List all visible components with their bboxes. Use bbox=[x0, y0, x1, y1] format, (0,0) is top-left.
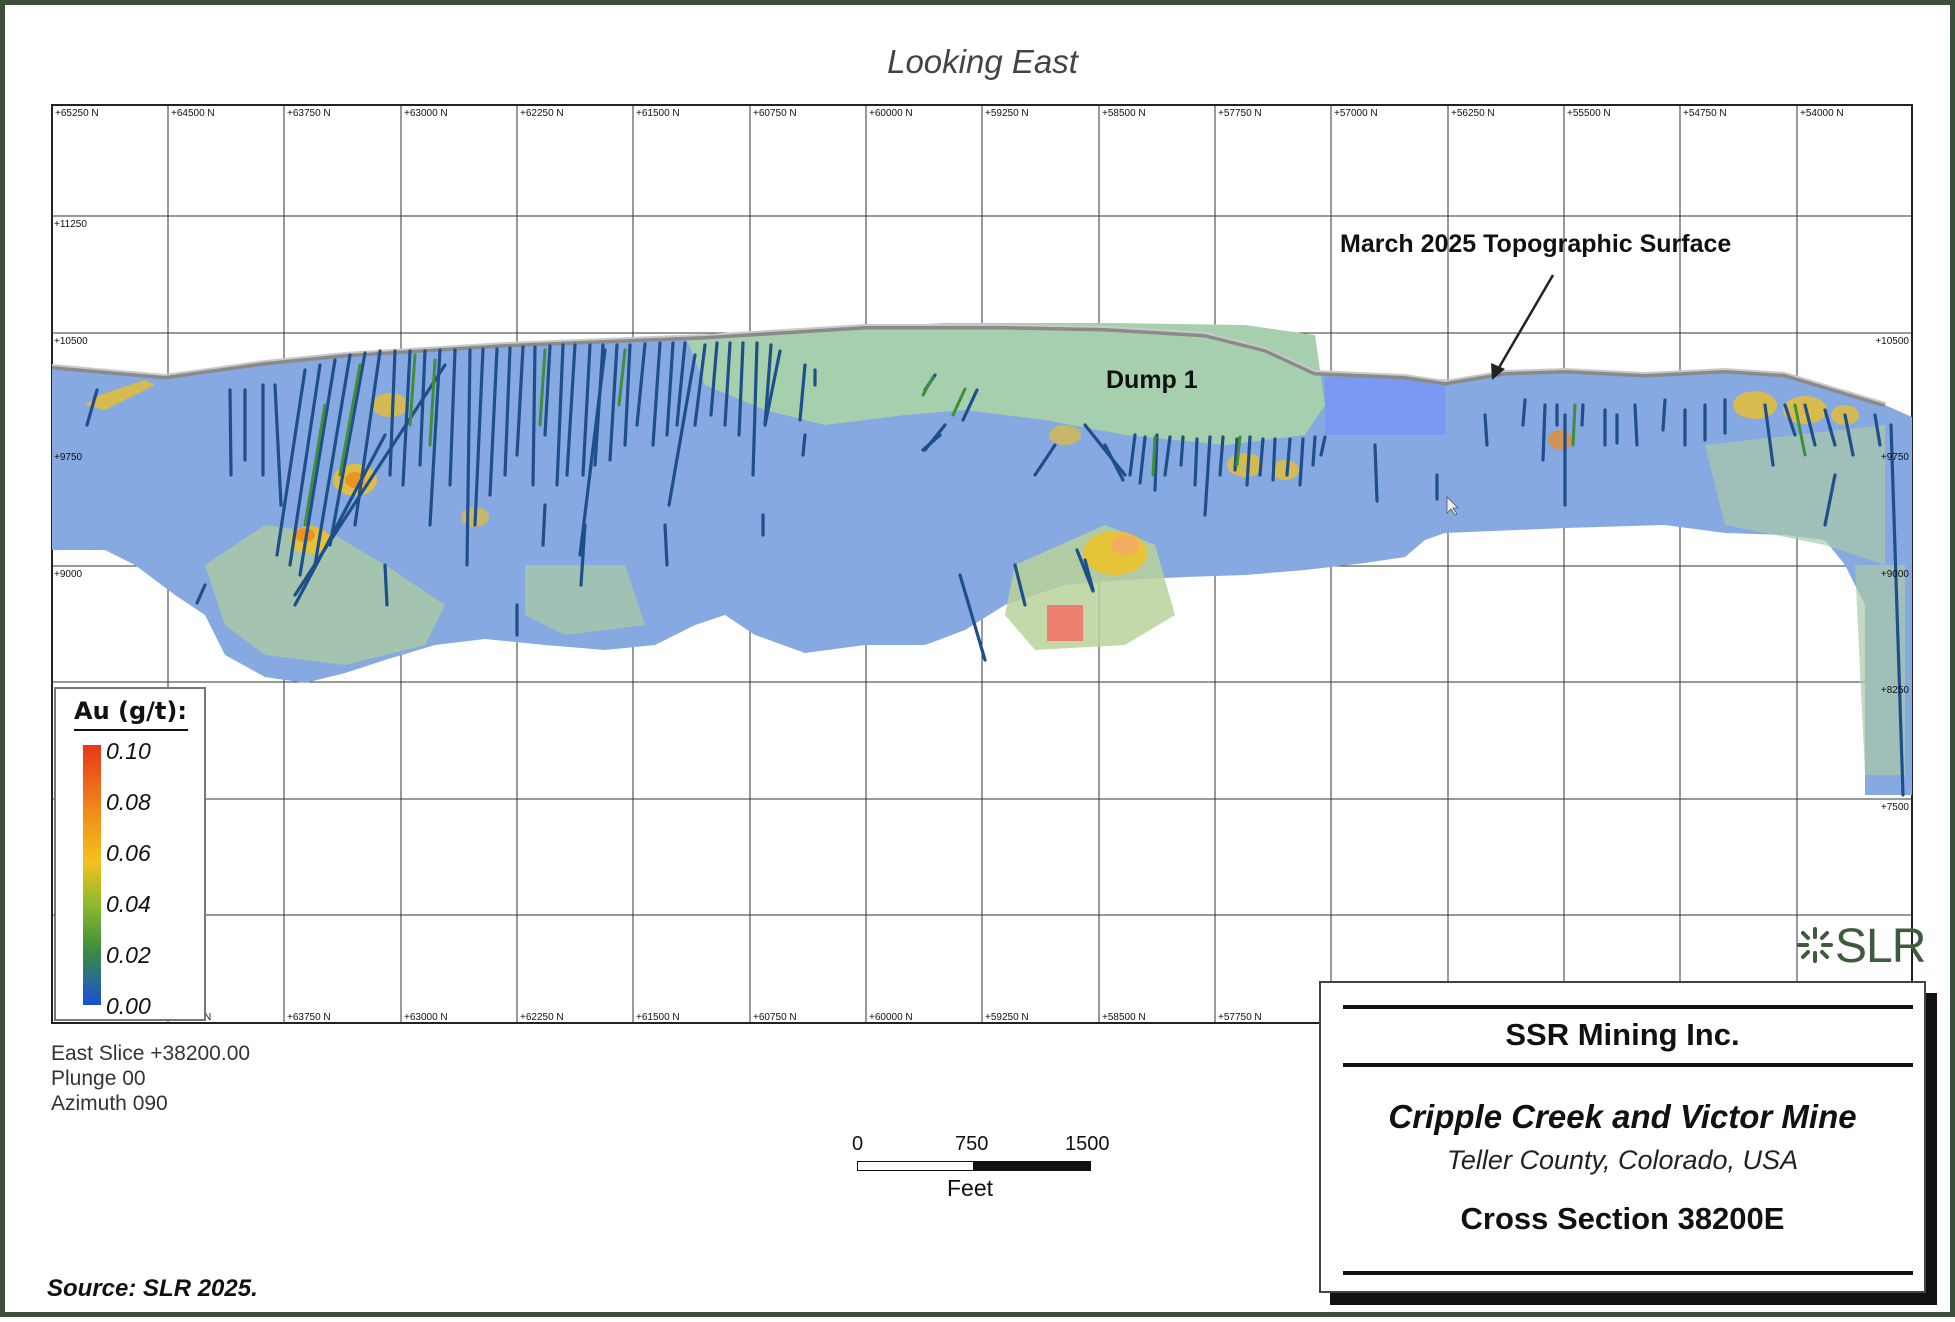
top-northing-labels: +65250 N +64500 N +63750 N +63000 N +622… bbox=[55, 108, 1844, 119]
drillhole-traces bbox=[85, 341, 1905, 797]
northing-label: +61500 N bbox=[636, 1012, 680, 1023]
northing-label: +57750 N bbox=[1218, 1012, 1262, 1023]
legend-value: 0.08 bbox=[106, 789, 151, 815]
scale-tick-label: 0 bbox=[852, 1133, 864, 1155]
dump-1-area bbox=[685, 323, 1325, 445]
legend-title-underline bbox=[74, 729, 188, 731]
right-elevation-labels: +10500 +9750 +9000 +8250 +7500 bbox=[1875, 336, 1909, 813]
northing-label: +59250 N bbox=[985, 1012, 1029, 1023]
northing-label: +60000 N bbox=[869, 1012, 913, 1023]
northing-label: +56250 N bbox=[1451, 108, 1495, 119]
title-block-rule bbox=[1343, 1005, 1913, 1009]
northing-label: +61500 N bbox=[636, 108, 680, 119]
elevation-label: +9000 bbox=[1881, 569, 1910, 580]
northing-label: +62250 N bbox=[520, 108, 564, 119]
source-note: Source: SLR 2025. bbox=[47, 1275, 258, 1302]
elevation-label: +8250 bbox=[1881, 685, 1910, 696]
elevation-label: +10500 bbox=[1875, 336, 1909, 347]
east-slice-text: East Slice +38200.00 bbox=[51, 1042, 251, 1065]
scale-segment-black bbox=[974, 1161, 1091, 1171]
northing-label: +54000 N bbox=[1800, 108, 1844, 119]
title-block-rule bbox=[1343, 1063, 1913, 1067]
cross-section-map: +65250 N +64500 N +63750 N +63000 N +622… bbox=[51, 104, 1913, 1024]
block-model-mid-grade bbox=[1855, 565, 1905, 775]
slr-logo: SLR bbox=[1795, 920, 1935, 973]
grade-legend: Au (g/t): 0.10 0.08 0.06 0.04 0.02 0.00 bbox=[54, 687, 206, 1021]
northing-label: +54750 N bbox=[1683, 108, 1727, 119]
legend-value: 0.04 bbox=[106, 891, 151, 917]
elevation-label: +10500 bbox=[54, 336, 88, 347]
northing-label: +59250 N bbox=[985, 108, 1029, 119]
dump-1-label: Dump 1 bbox=[1106, 366, 1198, 394]
scale-unit: Feet bbox=[947, 1175, 994, 1201]
elevation-label: +9000 bbox=[54, 569, 83, 580]
mine-location: Teller County, Colorado, USA bbox=[1446, 1145, 1799, 1175]
drillhole-traces-mid-grade bbox=[303, 348, 1807, 527]
company-name: SSR Mining Inc. bbox=[1505, 1017, 1740, 1052]
topo-surface-label: March 2025 Topographic Surface bbox=[1340, 230, 1731, 258]
legend-value: 0.02 bbox=[106, 942, 151, 968]
title-block-rule bbox=[1343, 1271, 1913, 1275]
elevation-label: +11250 bbox=[54, 219, 87, 230]
northing-label: +63750 N bbox=[287, 108, 331, 119]
left-elevation-labels: +11250 +10500 +9750 +9000 bbox=[54, 219, 88, 580]
block-model-mid-grade bbox=[525, 565, 645, 635]
plunge-text: Plunge 00 bbox=[51, 1067, 146, 1090]
mine-name: Cripple Creek and Victor Mine bbox=[1388, 1098, 1857, 1135]
northing-label: +60000 N bbox=[869, 108, 913, 119]
northing-label: N bbox=[204, 1012, 211, 1023]
bottom-northing-labels: N +63750 N +63000 N +62250 N +61500 N +6… bbox=[204, 1012, 1262, 1023]
northing-label: +63000 N bbox=[404, 1012, 448, 1023]
topo-surface-arrow-head bbox=[1491, 363, 1505, 380]
mouse-cursor-icon bbox=[1446, 496, 1459, 516]
northing-label: +65250 N bbox=[55, 108, 99, 119]
scale-bar: 0 750 1500 Feet bbox=[852, 1133, 1110, 1203]
northing-label: +60750 N bbox=[753, 108, 797, 119]
slr-starburst-icon bbox=[1797, 927, 1833, 963]
scale-segment-white bbox=[857, 1161, 974, 1171]
block-model-mid-grade bbox=[1705, 425, 1885, 565]
slr-logo-text: SLR bbox=[1835, 920, 1926, 973]
northing-label: +63750 N bbox=[287, 1012, 331, 1023]
slice-info: East Slice +38200.00 Plunge 00 Azimuth 0… bbox=[51, 1041, 250, 1116]
northing-label: +64500 N bbox=[171, 108, 215, 119]
legend-value: 0.06 bbox=[106, 840, 151, 866]
topographic-surface-line-inner bbox=[51, 324, 1886, 404]
block-model-mid-grade bbox=[205, 525, 445, 665]
azimuth-text: Azimuth 090 bbox=[51, 1092, 168, 1115]
northing-label: +55500 N bbox=[1567, 108, 1611, 119]
northing-label: +58500 N bbox=[1102, 1012, 1146, 1023]
northing-label: +57750 N bbox=[1218, 108, 1262, 119]
legend-value: 0.00 bbox=[106, 993, 151, 1019]
title-block: SSR Mining Inc. Cripple Creek and Victor… bbox=[1319, 981, 1926, 1293]
block-model-low-grade bbox=[1325, 377, 1445, 435]
legend-value: 0.10 bbox=[106, 738, 151, 764]
topographic-surface-line bbox=[51, 324, 1886, 408]
section-name: Cross Section 38200E bbox=[1460, 1201, 1785, 1236]
elevation-label: +9750 bbox=[54, 452, 83, 463]
topo-surface-arrow bbox=[1495, 274, 1555, 372]
elevation-label: +7500 bbox=[1881, 802, 1910, 813]
northing-label: +60750 N bbox=[753, 1012, 797, 1023]
elevation-label: +9750 bbox=[1881, 452, 1910, 463]
scale-tick-label: 1500 bbox=[1065, 1133, 1110, 1155]
legend-title: Au (g/t): bbox=[74, 697, 187, 725]
northing-label: +57000 N bbox=[1334, 108, 1378, 119]
scale-tick-label: 750 bbox=[955, 1133, 989, 1155]
northing-label: +58500 N bbox=[1102, 108, 1146, 119]
northing-label: +62250 N bbox=[520, 1012, 564, 1023]
northing-label: +63000 N bbox=[404, 108, 448, 119]
legend-color-ramp bbox=[83, 745, 101, 1005]
view-direction-title: Looking East bbox=[887, 43, 1078, 80]
